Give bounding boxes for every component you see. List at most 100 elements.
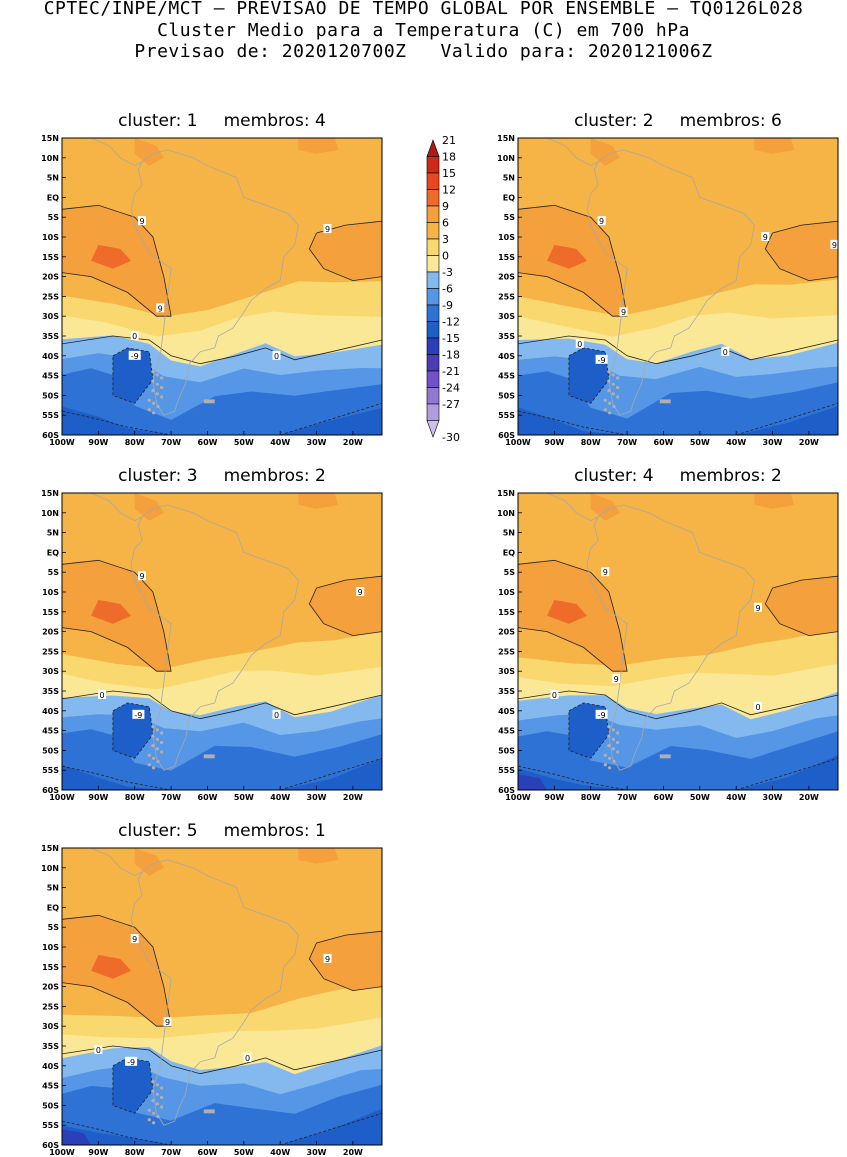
contour-label: 9: [158, 304, 163, 313]
colorbar-label: -15: [442, 332, 460, 345]
colorbar-swatch: [426, 304, 440, 322]
colorbar-label: 9: [442, 200, 449, 213]
colorbar-label: 12: [442, 184, 456, 197]
chart-title: CPTEC/INPE/MCT — PREVISAO DE TEMPO GLOBA…: [43, 0, 804, 19]
contour-label-box: [356, 587, 365, 596]
y-tick-label: EQ: [47, 903, 59, 912]
chart-run-info: Previsao de: 2020120700Z Valido para: 20…: [134, 41, 713, 62]
map-frame: [517, 492, 839, 791]
warm-region-atlantic: [309, 221, 382, 281]
y-tick-label: 5S: [48, 923, 60, 932]
y-tick-label: 30S: [498, 312, 515, 321]
warm-region-atlantic: [765, 576, 838, 636]
contour-line: [280, 757, 382, 790]
contour-label-box: [128, 350, 141, 360]
map-frame: [61, 137, 383, 436]
x-tick-label: 30W: [763, 793, 783, 802]
island: [607, 744, 611, 748]
y-tick-label: 40S: [42, 1062, 59, 1071]
contour-label-box: [601, 567, 610, 577]
y-tick-label: 50S: [42, 391, 59, 400]
y-tick-label: 10S: [498, 233, 515, 242]
island: [612, 404, 616, 409]
y-tick-label: EQ: [503, 193, 515, 202]
cold-core: [112, 347, 153, 404]
contour-label: 0: [96, 1046, 101, 1055]
contour-label-box: [156, 303, 165, 313]
y-tick-label: 20S: [42, 983, 59, 992]
y-tick-label: 25S: [498, 292, 515, 301]
island: [160, 1086, 164, 1090]
contour-label: 9: [132, 935, 137, 944]
falkland-islands: [203, 399, 215, 404]
contour-line: [518, 410, 628, 435]
coastline-central-america: [89, 138, 143, 167]
contour-label: 9: [763, 233, 768, 242]
island: [151, 1099, 155, 1103]
x-tick-label: 70W: [161, 438, 181, 447]
coastline-central-america: [89, 493, 143, 522]
island: [155, 1083, 159, 1087]
map-panel-cluster-5: 9 9 9 0 -9 0 100W 90W 80W 70W 60W 50W 40W 30W 20W 15N 10…: [41, 844, 383, 1157]
temp-band: [518, 371, 838, 435]
island: [152, 766, 156, 770]
chart-subtitle: Cluster Medio para a Temperatura (C) em …: [157, 20, 690, 41]
colorbar-label: 6: [442, 217, 449, 230]
contour-label-box: [323, 224, 332, 234]
contour-line: [62, 765, 172, 790]
contour-line: [316, 930, 382, 944]
island: [612, 759, 616, 764]
x-tick-label: 20W: [343, 793, 363, 802]
x-tick-label: 50W: [690, 793, 710, 802]
x-tick-label: 60W: [654, 438, 674, 447]
coastline: [130, 859, 299, 1126]
island: [616, 376, 620, 380]
contour-line: [518, 335, 838, 365]
warm-core-12: [91, 244, 132, 269]
x-tick-label: 40W: [270, 438, 290, 447]
y-tick-label: 45S: [42, 1082, 59, 1091]
contour-label-box: [98, 690, 106, 699]
temp-band: [62, 758, 382, 790]
colorbar-swatch: [426, 238, 440, 256]
y-tick-label: 35S: [498, 687, 515, 696]
contour-line: [62, 1120, 172, 1145]
y-tick-label: 10N: [41, 509, 59, 518]
warm-core-12: [547, 599, 588, 624]
x-tick-label: 20W: [343, 438, 363, 447]
contour-label-box: [761, 232, 770, 241]
y-tick-label: 15N: [497, 489, 515, 498]
contour-label-box: [830, 239, 839, 249]
y-tick-label: 20S: [498, 273, 515, 282]
warm-region-north: [134, 493, 164, 521]
contour-label: 0: [274, 711, 279, 720]
island: [156, 759, 160, 764]
colorbar-swatch: [426, 139, 440, 157]
island: [603, 398, 607, 402]
contour-line: [308, 232, 382, 282]
contour-line: [62, 410, 172, 435]
island: [151, 1080, 155, 1084]
y-tick-label: 5S: [48, 213, 60, 222]
y-tick-label: 5N: [47, 529, 59, 538]
contour-line: [764, 232, 838, 282]
island: [151, 370, 155, 374]
island: [160, 740, 164, 745]
island: [147, 753, 151, 757]
colorbar-label: 3: [442, 233, 449, 246]
contour-line: [316, 575, 382, 589]
temp-band: [62, 1084, 382, 1145]
island: [611, 737, 615, 741]
island: [147, 1108, 151, 1112]
temp-band: [518, 406, 838, 435]
cluster-label: cluster: 1: [118, 111, 198, 131]
warm-region-northeast: [754, 138, 795, 154]
y-tick-label: 50S: [498, 746, 515, 755]
contour-label: 9: [358, 588, 363, 597]
x-tick-label: 80W: [125, 438, 145, 447]
island: [607, 389, 611, 393]
panel-title-cluster-2: cluster: 2 membros: 6: [518, 111, 838, 131]
island: [147, 763, 151, 767]
y-tick-label: 30S: [42, 1022, 59, 1031]
y-tick-label: 50S: [42, 746, 59, 755]
